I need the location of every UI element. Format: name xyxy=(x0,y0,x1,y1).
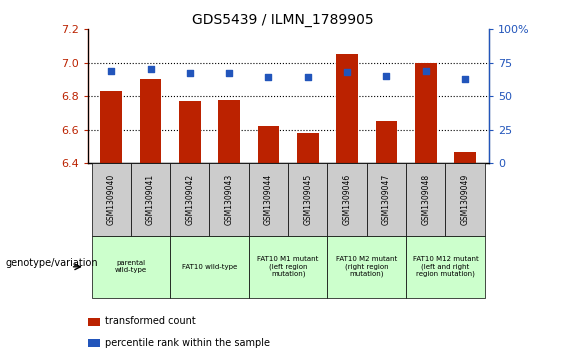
Bar xyxy=(336,54,358,163)
Bar xyxy=(406,163,445,236)
Text: GDS5439 / ILMN_1789905: GDS5439 / ILMN_1789905 xyxy=(192,13,373,27)
Bar xyxy=(249,163,288,236)
Point xyxy=(382,73,391,79)
Bar xyxy=(218,99,240,163)
Bar xyxy=(88,318,100,326)
Bar xyxy=(445,163,485,236)
Bar xyxy=(179,101,201,163)
Bar xyxy=(131,163,170,236)
Text: FAT10 M12 mutant
(left and right
region mutation): FAT10 M12 mutant (left and right region … xyxy=(412,256,479,277)
Bar xyxy=(288,163,328,236)
Text: GSM1309043: GSM1309043 xyxy=(225,174,234,225)
Bar xyxy=(258,126,279,163)
Bar xyxy=(101,91,122,163)
Bar xyxy=(249,236,328,298)
Text: GSM1309047: GSM1309047 xyxy=(382,174,391,225)
Bar xyxy=(415,63,437,163)
Text: GSM1309048: GSM1309048 xyxy=(421,174,431,225)
Text: transformed count: transformed count xyxy=(105,316,195,326)
Bar xyxy=(92,236,170,298)
Point xyxy=(225,70,234,76)
Bar xyxy=(92,163,131,236)
Bar xyxy=(367,163,406,236)
Point xyxy=(185,70,194,76)
Bar xyxy=(328,163,367,236)
Text: GSM1309042: GSM1309042 xyxy=(185,174,194,225)
Text: FAT10 wild-type: FAT10 wild-type xyxy=(182,264,237,270)
Bar xyxy=(210,163,249,236)
Bar xyxy=(297,133,319,163)
Bar xyxy=(140,79,162,163)
Bar xyxy=(88,339,100,347)
Bar xyxy=(170,163,210,236)
Text: GSM1309044: GSM1309044 xyxy=(264,174,273,225)
Bar xyxy=(170,236,249,298)
Point xyxy=(264,74,273,80)
Text: GSM1309049: GSM1309049 xyxy=(460,174,470,225)
Text: genotype/variation: genotype/variation xyxy=(6,258,98,268)
Text: GSM1309046: GSM1309046 xyxy=(342,174,351,225)
Text: GSM1309041: GSM1309041 xyxy=(146,174,155,225)
Text: parental
wild-type: parental wild-type xyxy=(115,260,147,273)
Point xyxy=(460,76,470,82)
Bar xyxy=(376,121,397,163)
Text: GSM1309040: GSM1309040 xyxy=(107,174,116,225)
Bar xyxy=(406,236,485,298)
Point xyxy=(303,74,312,80)
Point xyxy=(146,66,155,72)
Text: GSM1309045: GSM1309045 xyxy=(303,174,312,225)
Text: FAT10 M1 mutant
(left region
mutation): FAT10 M1 mutant (left region mutation) xyxy=(258,256,319,277)
Bar xyxy=(328,236,406,298)
Point xyxy=(107,68,116,74)
Bar xyxy=(454,152,476,163)
Point xyxy=(421,68,431,74)
Point xyxy=(342,69,351,75)
Text: percentile rank within the sample: percentile rank within the sample xyxy=(105,338,270,348)
Text: FAT10 M2 mutant
(right region
mutation): FAT10 M2 mutant (right region mutation) xyxy=(336,256,397,277)
